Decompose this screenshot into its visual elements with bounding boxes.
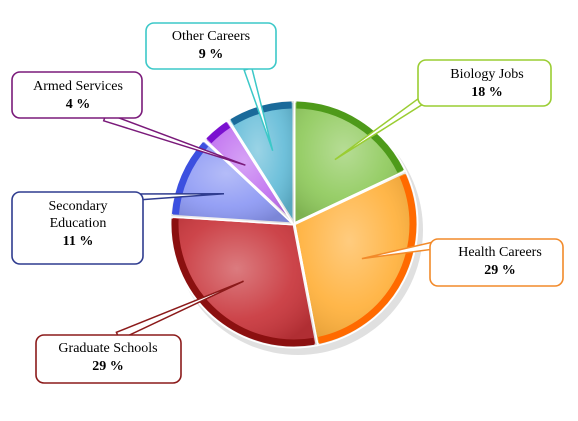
- callout-box: [145, 22, 277, 70]
- slice-percent: 4 %: [66, 97, 91, 112]
- callout-health-careers: Health Careers 29 %: [361, 238, 564, 287]
- callout-biology-jobs: Biology Jobs 18 %: [334, 59, 552, 161]
- slice-label: Graduate Schools: [58, 341, 157, 356]
- slice-secondary-education: [169, 138, 296, 226]
- slice-percent: 11 %: [63, 234, 94, 249]
- slice-health-careers: [292, 170, 419, 347]
- slice-label: Other Careers: [172, 29, 250, 44]
- slice-percent: 29 %: [484, 263, 516, 278]
- slice-percent: 29 %: [92, 359, 124, 374]
- callout-armed-services: Armed Services 4 %: [11, 71, 246, 166]
- slice-graduate-schools: [169, 214, 319, 349]
- slice-label: Biology Jobs: [450, 67, 524, 82]
- callout-other-careers: Other Careers 9 %: [145, 22, 277, 152]
- slice-label: Armed Services: [33, 79, 123, 94]
- slice-percent: 9 %: [199, 47, 224, 62]
- slice-biology-jobs: [292, 99, 407, 226]
- callout-box: [11, 191, 144, 265]
- callout-box: [429, 238, 564, 287]
- slice-label: Secondary: [48, 199, 107, 214]
- callout-box: [35, 334, 182, 384]
- slice-percent: 18 %: [471, 85, 503, 100]
- callout-box: [11, 71, 143, 119]
- callout-box: [417, 59, 552, 107]
- callout-secondary-education: Secondary Education 11 %: [11, 191, 225, 265]
- slice-label: Education: [50, 216, 107, 231]
- slice-label: Health Careers: [458, 245, 542, 260]
- callout-graduate-schools: Graduate Schools 29 %: [35, 280, 244, 384]
